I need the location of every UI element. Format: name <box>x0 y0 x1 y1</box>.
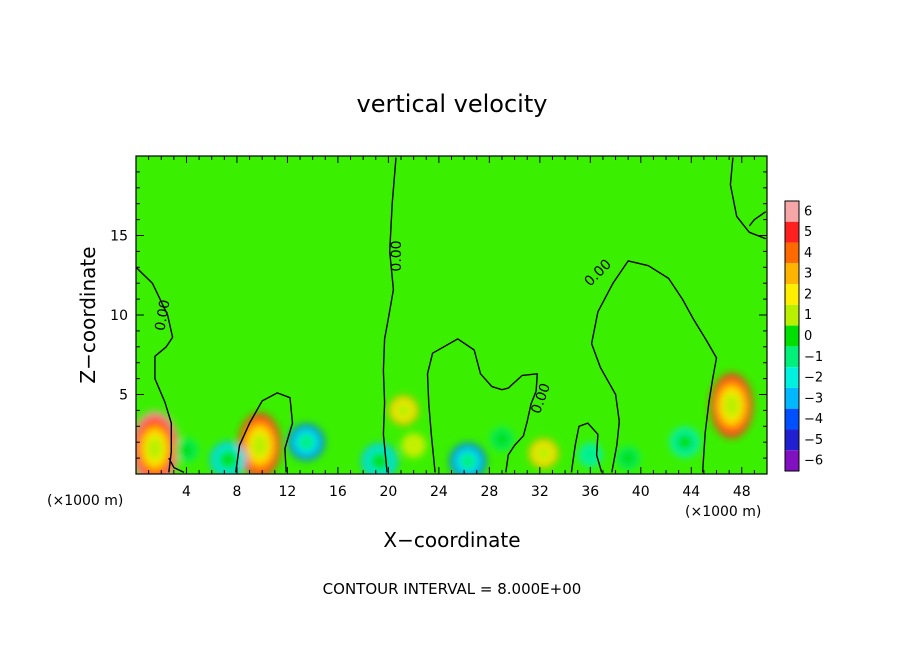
zero-contour-line <box>426 338 538 473</box>
plot-background <box>136 156 767 474</box>
x-unit-left: (×1000 m) <box>47 493 123 509</box>
zero-contour-line <box>382 157 397 473</box>
updraft <box>402 433 426 457</box>
x-axis-label: X−coordinate <box>383 528 520 552</box>
zero-contour-line <box>168 457 185 474</box>
colorbar-label: 1 <box>804 308 812 323</box>
x-tick-label: 40 <box>632 484 650 500</box>
zero-contour-line <box>729 157 766 240</box>
zero-contour-line <box>748 211 767 227</box>
colorbar-swatch <box>785 429 799 451</box>
x-tick-label: 32 <box>531 484 549 500</box>
chart-title: vertical velocity <box>357 90 548 118</box>
x-tick-label: 48 <box>733 484 751 500</box>
x-tick-label: 4 <box>182 484 191 500</box>
x-tick-label: 24 <box>430 484 448 500</box>
updraft <box>388 395 419 425</box>
colorbar-label: 0 <box>804 329 812 344</box>
colorbar-swatch <box>785 284 799 305</box>
x-ticks: 4 8 12 16 20 24 28 32 36 40 44 48 <box>148 156 755 500</box>
colorbar-swatch <box>785 367 799 388</box>
downdraft <box>616 446 640 470</box>
downdraft <box>450 443 486 474</box>
y-tick-label: 10 <box>110 308 128 324</box>
velocity-features <box>136 373 753 474</box>
colorbar-swatch <box>785 408 799 430</box>
colorbar-frame <box>784 200 800 472</box>
updraft <box>238 413 281 474</box>
colorbar-swatch <box>785 346 799 368</box>
zero-contours <box>136 157 767 474</box>
y-ticks: 5 10 15 <box>110 171 767 459</box>
colorbar-label: 4 <box>804 246 812 261</box>
y-axis-label: Z−coordinate <box>76 246 100 383</box>
downdraft <box>175 438 198 462</box>
updraft <box>710 373 753 438</box>
contour-label: 0.00 <box>152 299 173 332</box>
downdraft <box>288 424 325 461</box>
colorbar-swatch <box>785 387 799 409</box>
colorbar-label: −4 <box>804 412 823 427</box>
x-tick-label: 44 <box>682 484 700 500</box>
colorbar-swatch <box>785 201 799 222</box>
colorbar-label: −3 <box>804 391 823 406</box>
colorbar: 6 5 4 3 2 1 0 −1 −2 −3 −4 −5 −6 <box>784 200 823 472</box>
colorbar-label: −6 <box>804 454 823 469</box>
colorbar-label: 2 <box>804 287 812 302</box>
colorbar-label: 6 <box>804 204 812 219</box>
x-tick-label: 8 <box>232 484 241 500</box>
colorbar-swatch <box>785 242 799 264</box>
downdraft <box>490 427 514 451</box>
x-tick-label: 28 <box>480 484 498 500</box>
x-tick-label: 20 <box>379 484 397 500</box>
x-unit-right: (×1000 m) <box>685 504 761 520</box>
zero-contour-line <box>570 422 603 473</box>
x-tick-label: 16 <box>329 484 347 500</box>
colorbar-label: −1 <box>804 350 823 365</box>
colorbar-label: −5 <box>804 433 823 448</box>
updraft <box>136 411 180 474</box>
colorbar-swatch <box>785 263 799 285</box>
colorbar-label: −2 <box>804 371 823 386</box>
zero-contour-line <box>590 260 718 473</box>
downdraft <box>578 443 602 467</box>
colorbar-label: 3 <box>804 267 812 282</box>
contour-label: 0.00 <box>389 240 405 271</box>
updraft <box>529 438 559 468</box>
y-tick-label: 15 <box>110 229 128 245</box>
colorbar-swatch <box>785 304 799 326</box>
colorbar-swatch <box>785 221 799 243</box>
colorbar-swatch <box>785 325 799 347</box>
x-tick-label: 36 <box>581 484 599 500</box>
colorbar-swatch <box>785 450 799 471</box>
x-tick-label: 12 <box>279 484 297 500</box>
colorbar-label: 5 <box>804 225 812 240</box>
zero-contour-line <box>136 266 174 473</box>
downdraft <box>670 427 700 457</box>
contour-interval-note: CONTOUR INTERVAL = 8.000E+00 <box>323 580 582 598</box>
zero-contour-line <box>235 392 294 473</box>
plot-area: 0.00 0.00 0.00 0.00 4 8 12 16 20 24 28 32 36 40 44… <box>110 155 768 500</box>
y-tick-label: 5 <box>119 388 128 404</box>
downdraft <box>210 441 246 474</box>
